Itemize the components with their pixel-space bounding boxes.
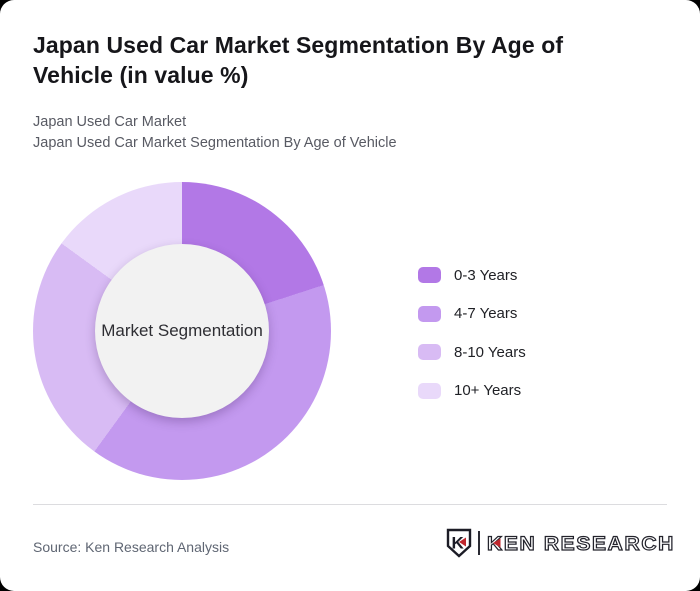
logo-wordmark-text: KEN RESEARCH <box>487 534 675 555</box>
logo-wordmark: KEN RESEARCH <box>486 533 675 555</box>
legend-swatch-icon <box>418 305 441 322</box>
legend-item: 4-7 Years <box>418 305 526 322</box>
legend-label: 4-7 Years <box>454 305 518 322</box>
page-title: Japan Used Car Market Segmentation By Ag… <box>33 32 564 88</box>
subtitle-line-2: Japan Used Car Market Segmentation By Ag… <box>33 135 397 151</box>
subtitle-line-1: Japan Used Car Market <box>33 114 187 130</box>
legend-label: 10+ Years <box>454 382 522 399</box>
ken-research-shield-icon: K <box>446 528 472 558</box>
donut-chart: Market Segmentation <box>33 182 331 480</box>
logo-red-triangle-icon <box>459 537 466 547</box>
logo-mark-letter: K <box>452 534 465 553</box>
ken-research-logo: K KEN RESEARCH <box>445 528 678 558</box>
legend-item: 8-10 Years <box>418 343 526 361</box>
legend-label: 8-10 Years <box>454 343 526 361</box>
legend-item: 10+ Years <box>418 382 526 399</box>
legend-label: 0-3 Years <box>454 266 518 284</box>
wordmark-red-triangle-icon <box>493 538 501 548</box>
legend-swatch-icon <box>418 382 441 399</box>
source-note: Source: Ken Research Analysis <box>33 539 230 555</box>
legend-item: 0-3 Years <box>418 266 526 284</box>
logo-divider-bar <box>478 531 480 555</box>
legend-swatch-icon <box>418 267 441 283</box>
donut-hole: Market Segmentation <box>95 244 269 418</box>
chart-subtitles: Japan Used Car Market Japan Used Car Mar… <box>33 112 397 154</box>
donut-center-label: Market Segmentation <box>101 321 263 340</box>
legend-swatch-icon <box>418 344 441 360</box>
footer-divider <box>33 504 667 505</box>
chart-legend: 0-3 Years 4-7 Years 8-10 Years 10+ Years <box>418 267 526 399</box>
